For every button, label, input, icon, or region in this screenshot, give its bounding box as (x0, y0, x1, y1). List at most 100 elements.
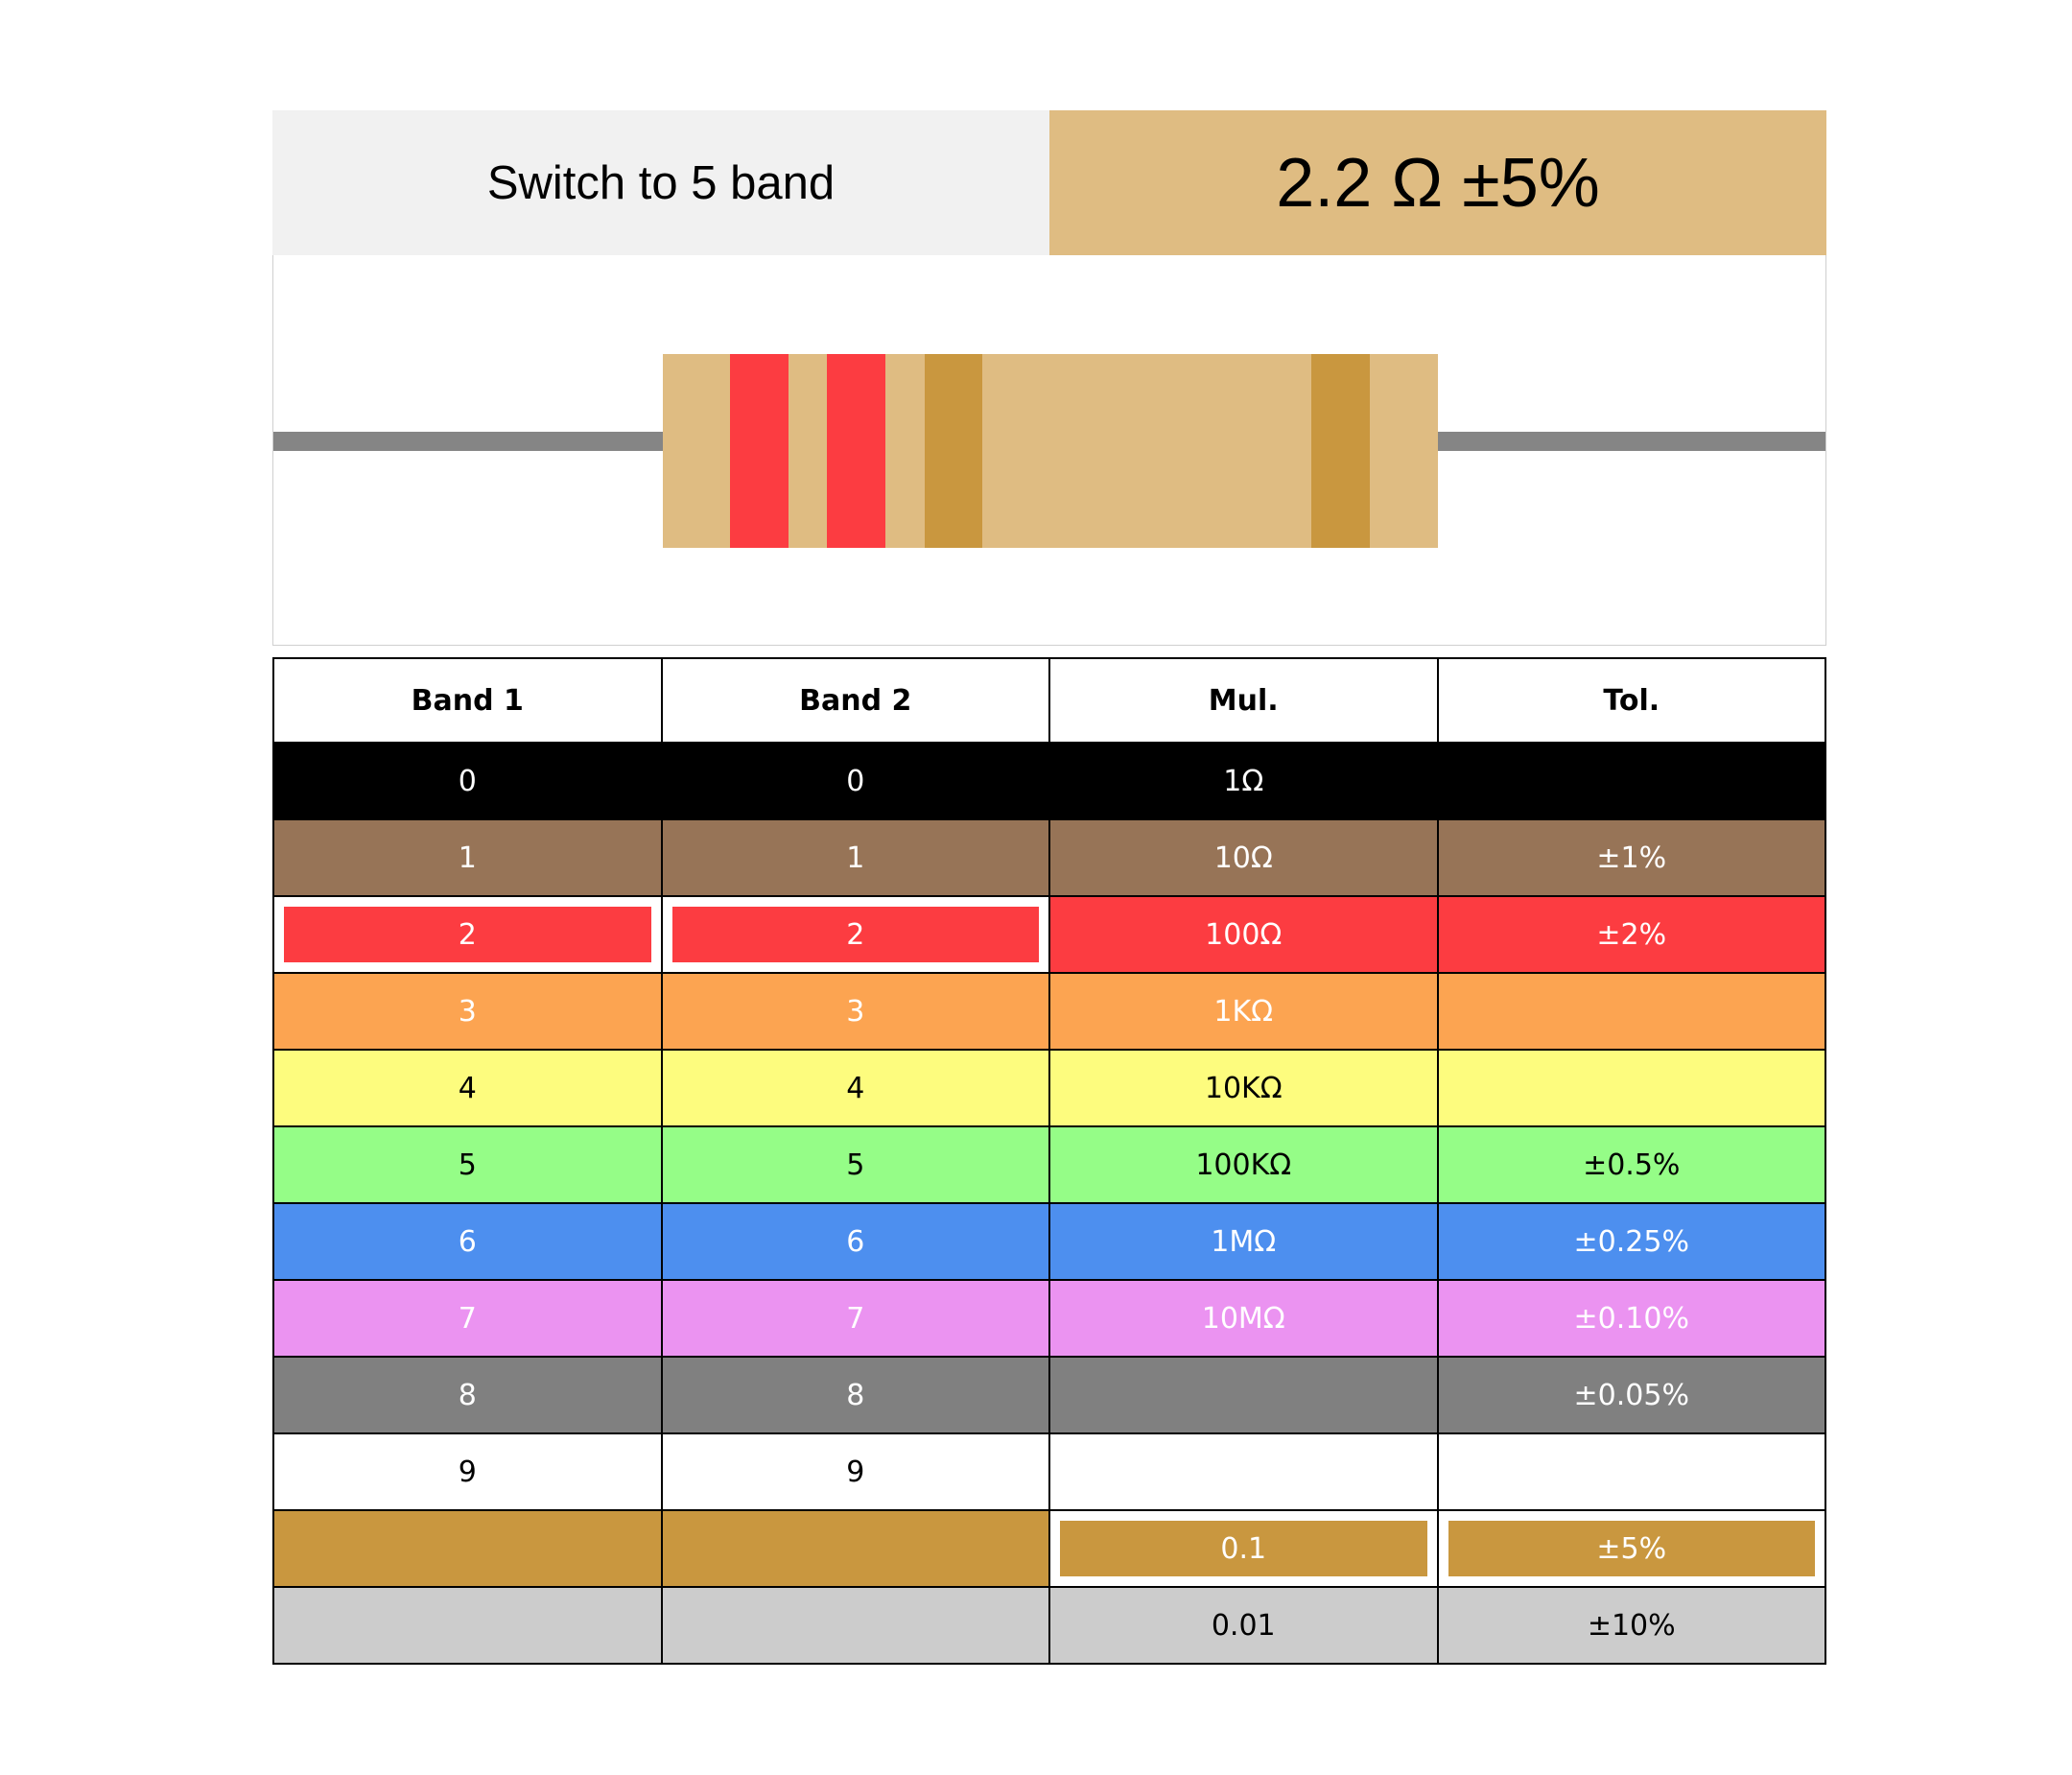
color-option-violet-band-2[interactable]: 7 (660, 1279, 1050, 1358)
table-row-brown: 1 1 10Ω ±1% (272, 818, 1826, 897)
color-option-label (1439, 974, 1825, 1049)
color-option-black-band-1[interactable]: 0 (272, 742, 663, 820)
color-option-orange-band-1[interactable]: 3 (272, 972, 663, 1051)
color-option-orange-tolerance[interactable] (1436, 972, 1826, 1051)
table-row-orange: 3 3 1KΩ (272, 972, 1826, 1051)
color-option-label: 1 (458, 840, 477, 875)
resistor-band-tolerance (1311, 354, 1370, 548)
color-option-green-multiplier[interactable]: 100KΩ (1048, 1125, 1439, 1204)
color-option-red-band-1[interactable]: 2 (272, 895, 663, 974)
color-option-silver-multiplier[interactable]: 0.01 (1048, 1586, 1439, 1665)
color-option-gold-band-1[interactable] (272, 1509, 663, 1588)
color-option-gold-tolerance[interactable]: ±5% (1436, 1509, 1826, 1588)
color-option-violet-band-1[interactable]: 7 (272, 1279, 663, 1358)
color-option-label (663, 1588, 1049, 1663)
color-option-silver-band-2[interactable] (660, 1586, 1050, 1665)
color-option-green-tolerance[interactable]: ±0.5% (1436, 1125, 1826, 1204)
color-option-brown-tolerance[interactable]: ±1% (1436, 818, 1826, 897)
color-option-black-tolerance[interactable] (1436, 742, 1826, 820)
table-row-green: 5 5 100KΩ ±0.5% (272, 1125, 1826, 1204)
table-row-gold: 0.1 ±5% (272, 1509, 1826, 1588)
color-option-label: ±5% (1448, 1521, 1815, 1576)
color-option-label (274, 1588, 661, 1663)
color-option-label: 5 (846, 1148, 865, 1182)
table-row-red: 2 2 100Ω ±2% (272, 895, 1826, 974)
color-option-violet-tolerance[interactable]: ±0.10% (1436, 1279, 1826, 1358)
color-option-label: 6 (846, 1224, 865, 1259)
header-multiplier: Mul. (1048, 657, 1439, 744)
color-option-white-tolerance[interactable] (1436, 1432, 1826, 1511)
color-option-yellow-tolerance[interactable] (1436, 1049, 1826, 1127)
color-option-green-band-2[interactable]: 5 (660, 1125, 1050, 1204)
color-option-label: 2 (671, 907, 1039, 962)
color-option-red-multiplier[interactable]: 100Ω (1048, 895, 1439, 974)
resistor-band-1 (730, 354, 789, 548)
table-row-black: 0 0 1Ω (272, 742, 1826, 820)
color-option-gold-multiplier[interactable]: 0.1 (1048, 1509, 1439, 1588)
top-bar: Switch to 5 band 2.2 Ω ±5% (272, 110, 1826, 255)
color-option-blue-multiplier[interactable]: 1MΩ (1048, 1202, 1439, 1281)
color-option-label: 10Ω (1213, 840, 1273, 875)
color-option-red-tolerance[interactable]: ±2% (1436, 895, 1826, 974)
color-option-green-band-1[interactable]: 5 (272, 1125, 663, 1204)
color-option-label: 9 (846, 1455, 865, 1489)
color-option-brown-band-1[interactable]: 1 (272, 818, 663, 897)
color-option-silver-band-1[interactable] (272, 1586, 663, 1665)
color-option-label: 3 (458, 994, 477, 1029)
color-option-white-band-1[interactable]: 9 (272, 1432, 663, 1511)
color-option-label: 10MΩ (1201, 1301, 1285, 1336)
resistor-calculator: Switch to 5 band 2.2 Ω ±5% Band 1 Band 2… (272, 110, 1826, 1665)
color-option-blue-band-1[interactable]: 6 (272, 1202, 663, 1281)
color-option-label: 1KΩ (1213, 994, 1274, 1029)
color-option-blue-band-2[interactable]: 6 (660, 1202, 1050, 1281)
color-option-label (1439, 1434, 1825, 1509)
resistor-illustration (272, 255, 1826, 646)
color-option-label: 4 (458, 1071, 477, 1105)
color-option-brown-multiplier[interactable]: 10Ω (1048, 818, 1439, 897)
color-option-label: 0.01 (1211, 1608, 1276, 1643)
color-option-label: 4 (846, 1071, 865, 1105)
color-option-label: 6 (458, 1224, 477, 1259)
color-option-gold-band-2[interactable] (660, 1509, 1050, 1588)
color-option-grey-tolerance[interactable]: ±0.05% (1436, 1356, 1826, 1434)
color-option-grey-band-1[interactable]: 8 (272, 1356, 663, 1434)
color-option-label: 0.1 (1060, 1521, 1427, 1576)
switch-band-mode-button[interactable]: Switch to 5 band (272, 110, 1049, 255)
color-option-label: 100Ω (1205, 917, 1283, 952)
color-option-label: ±0.5% (1583, 1148, 1681, 1182)
color-option-black-band-2[interactable]: 0 (660, 742, 1050, 820)
color-option-black-multiplier[interactable]: 1Ω (1048, 742, 1439, 820)
color-option-label: 7 (846, 1301, 865, 1336)
color-option-white-multiplier[interactable] (1048, 1432, 1439, 1511)
color-option-silver-tolerance[interactable]: ±10% (1436, 1586, 1826, 1665)
header-tolerance: Tol. (1436, 657, 1826, 744)
color-option-red-band-2[interactable]: 2 (660, 895, 1050, 974)
color-option-label (1439, 744, 1825, 818)
color-option-label: 7 (458, 1301, 477, 1336)
header-band-1: Band 1 (272, 657, 663, 744)
table-row-violet: 7 7 10MΩ ±0.10% (272, 1279, 1826, 1358)
color-option-violet-multiplier[interactable]: 10MΩ (1048, 1279, 1439, 1358)
color-option-brown-band-2[interactable]: 1 (660, 818, 1050, 897)
color-option-label: ±1% (1596, 840, 1667, 875)
table-row-yellow: 4 4 10KΩ (272, 1049, 1826, 1127)
color-option-label: 0 (846, 764, 865, 798)
color-option-label: 5 (458, 1148, 477, 1182)
color-option-yellow-band-2[interactable]: 4 (660, 1049, 1050, 1127)
color-option-blue-tolerance[interactable]: ±0.25% (1436, 1202, 1826, 1281)
color-option-orange-band-2[interactable]: 3 (660, 972, 1050, 1051)
color-option-grey-band-2[interactable]: 8 (660, 1356, 1050, 1434)
color-option-yellow-multiplier[interactable]: 10KΩ (1048, 1049, 1439, 1127)
color-option-orange-multiplier[interactable]: 1KΩ (1048, 972, 1439, 1051)
color-option-grey-multiplier[interactable] (1048, 1356, 1439, 1434)
resistor-body (663, 354, 1438, 548)
color-option-white-band-2[interactable]: 9 (660, 1432, 1050, 1511)
color-option-label (274, 1511, 661, 1586)
color-option-yellow-band-1[interactable]: 4 (272, 1049, 663, 1127)
color-option-label: 1 (846, 840, 865, 875)
color-option-label: 1Ω (1223, 764, 1264, 798)
color-option-label: ±0.05% (1573, 1378, 1689, 1412)
color-option-label: 100KΩ (1195, 1148, 1292, 1182)
table-row-grey: 8 8 ±0.05% (272, 1356, 1826, 1434)
